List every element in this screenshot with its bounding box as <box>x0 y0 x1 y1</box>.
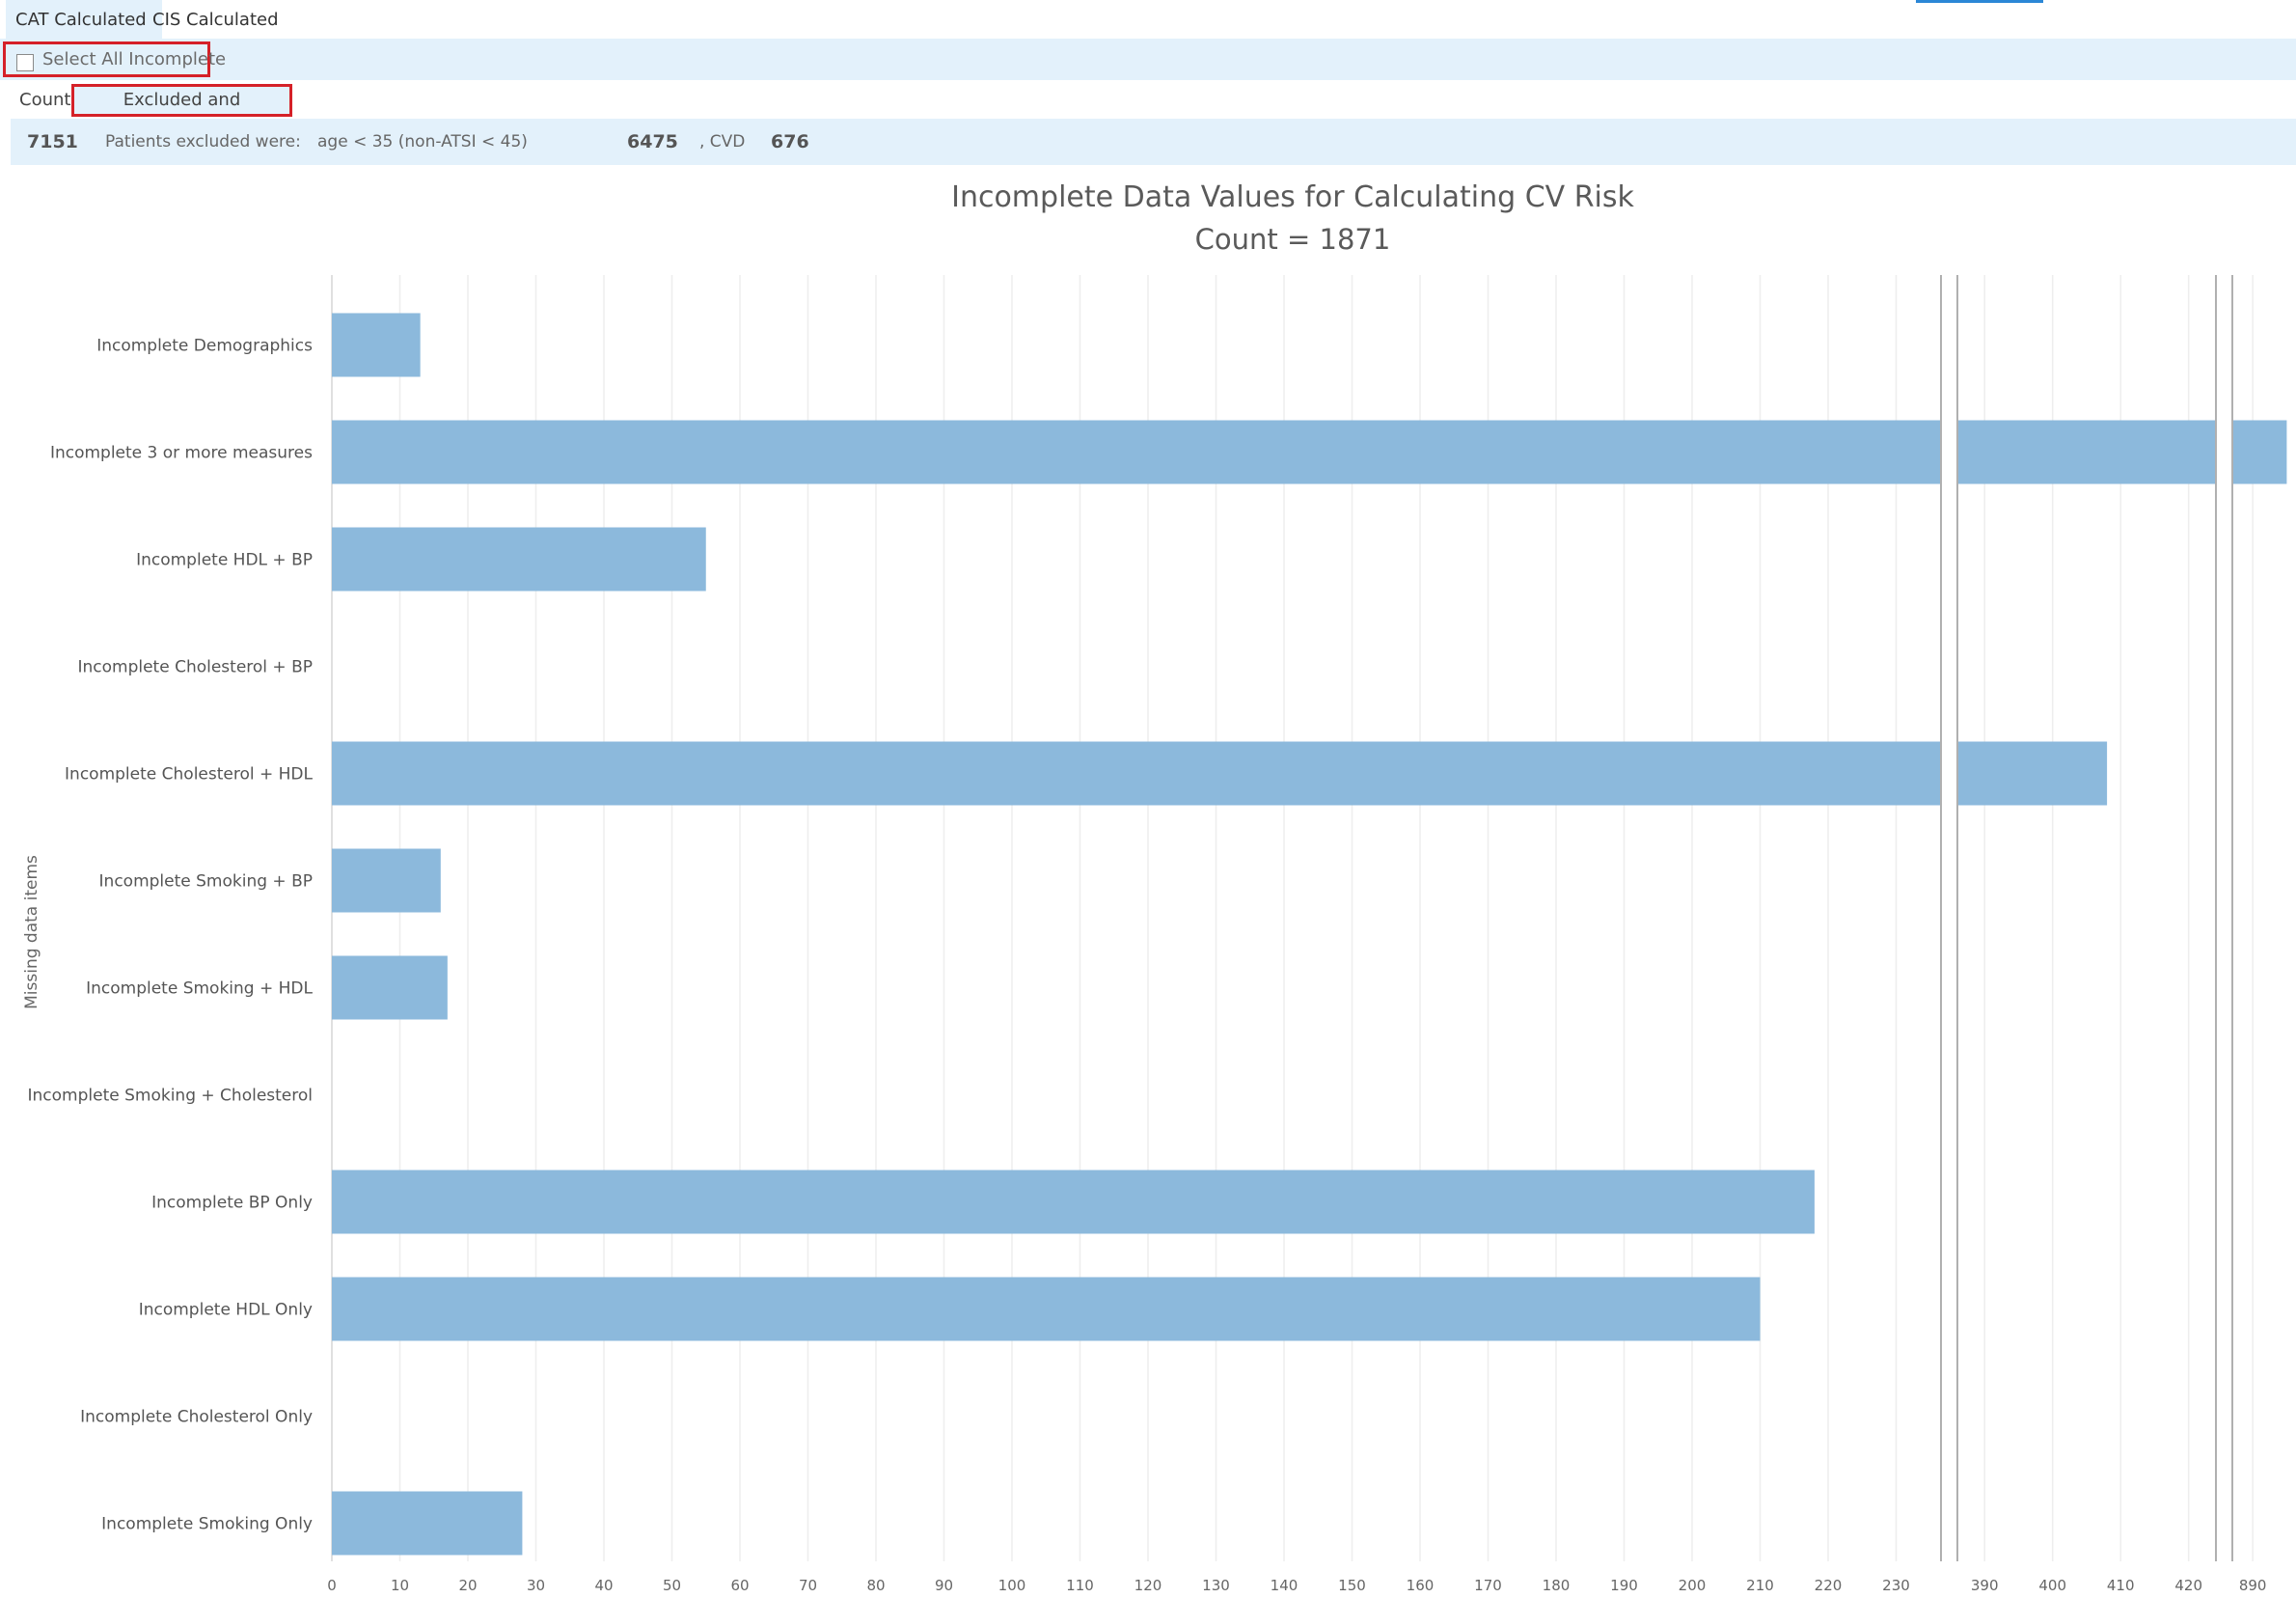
chart-gridlines <box>331 275 2254 1561</box>
x-tick-25: 400 <box>2038 1577 2066 1594</box>
y-axis-labels: Incomplete Demographics Incomplete 3 or m… <box>28 337 314 1534</box>
bar-2[interactable] <box>332 527 706 592</box>
x-tick-18: 180 <box>1543 1577 1571 1594</box>
x-axis-ticks: 0 10 20 30 40 50 60 70 80 90 100 110 120 130 140 150 160… <box>327 1577 2266 1594</box>
x-tick-14: 140 <box>1271 1577 1298 1594</box>
x-tick-19: 190 <box>1610 1577 1638 1594</box>
x-tick-16: 160 <box>1407 1577 1435 1594</box>
x-tick-11: 110 <box>1066 1577 1094 1594</box>
tab-cat-calculated[interactable]: CAT Calculated <box>6 0 162 39</box>
cvd-label: , CVD <box>699 132 746 152</box>
y-label-3: Incomplete Cholesterol + BP <box>77 658 313 677</box>
x-tick-24: 390 <box>1971 1577 1999 1594</box>
bar-1[interactable] <box>332 420 2287 484</box>
bar-5[interactable] <box>332 848 441 913</box>
axis-break-gap-1 <box>2216 275 2232 1561</box>
excluded-text: Patients excluded were: <box>105 132 301 152</box>
x-tick-17: 170 <box>1474 1577 1502 1594</box>
chart-title: Incomplete Data Values for Calculating C… <box>951 180 1634 214</box>
chart-subtitle: Count = 1871 <box>1195 223 1391 256</box>
x-tick-7: 70 <box>799 1577 817 1594</box>
x-tick-23: 230 <box>1882 1577 1910 1594</box>
checkbox-icon[interactable] <box>16 54 34 71</box>
y-label-7: Incomplete Smoking + Cholesterol <box>28 1087 313 1106</box>
select-row: Select All Incomplete <box>0 39 2296 80</box>
x-tick-1: 10 <box>391 1577 409 1594</box>
bar-8[interactable] <box>332 1170 1815 1234</box>
x-tick-28: 890 <box>2239 1577 2267 1594</box>
tab-cis-calculated[interactable]: CIS Calculated <box>152 10 279 30</box>
y-label-2: Incomplete HDL + BP <box>136 551 313 570</box>
select-all-incomplete-checkbox[interactable]: Select All Incomplete <box>3 41 226 77</box>
y-label-8: Incomplete BP Only <box>151 1194 313 1213</box>
bar-4[interactable] <box>332 741 2108 806</box>
bar-6[interactable] <box>332 955 448 1020</box>
y-label-10: Incomplete Cholesterol Only <box>80 1408 313 1427</box>
bar-0[interactable] <box>332 313 421 377</box>
y-label-0: Incomplete Demographics <box>96 337 313 356</box>
count-label: Count <box>19 90 71 110</box>
bar-11[interactable] <box>332 1491 523 1556</box>
x-tick-5: 50 <box>663 1577 681 1594</box>
y-label-11: Incomplete Smoking Only <box>101 1515 313 1534</box>
axis-break-lines <box>1940 275 2233 1561</box>
x-tick-2: 20 <box>458 1577 477 1594</box>
age-count: 6475 <box>627 131 678 152</box>
x-tick-4: 40 <box>594 1577 613 1594</box>
y-label-1: Incomplete 3 or more measures <box>50 444 313 463</box>
x-tick-12: 120 <box>1134 1577 1162 1594</box>
axis-break-gap-0 <box>1941 275 1957 1561</box>
cvd-count: 676 <box>771 131 809 152</box>
x-tick-9: 90 <box>935 1577 953 1594</box>
x-tick-20: 200 <box>1679 1577 1707 1594</box>
x-tick-15: 150 <box>1338 1577 1366 1594</box>
x-tick-0: 0 <box>327 1577 337 1594</box>
y-axis-title: Missing data items <box>22 855 41 1009</box>
top-accent-bar <box>1916 0 2043 3</box>
x-tick-6: 60 <box>730 1577 749 1594</box>
chart-bars <box>332 313 2287 1556</box>
y-label-9: Incomplete HDL Only <box>139 1301 313 1320</box>
x-tick-27: 420 <box>2174 1577 2202 1594</box>
x-tick-26: 410 <box>2107 1577 2135 1594</box>
total-count: 7151 <box>27 131 78 152</box>
y-label-6: Incomplete Smoking + HDL <box>86 979 313 999</box>
y-label-5: Incomplete Smoking + BP <box>99 872 313 892</box>
x-tick-3: 30 <box>527 1577 545 1594</box>
y-label-4: Incomplete Cholesterol + HDL <box>65 765 313 785</box>
x-tick-22: 220 <box>1815 1577 1843 1594</box>
x-tick-13: 130 <box>1202 1577 1230 1594</box>
bar-9[interactable] <box>332 1277 1761 1341</box>
tab-bar: CAT Calculated CIS Calculated <box>0 0 2296 39</box>
age-rule: age < 35 (non-ATSI < 45) <box>317 132 528 152</box>
x-tick-8: 80 <box>866 1577 885 1594</box>
x-tick-10: 100 <box>998 1577 1026 1594</box>
select-all-label: Select All Incomplete <box>42 49 227 69</box>
x-tick-21: 210 <box>1746 1577 1774 1594</box>
exclusion-summary: 7151 Patients excluded were: age < 35 (n… <box>11 119 2296 165</box>
